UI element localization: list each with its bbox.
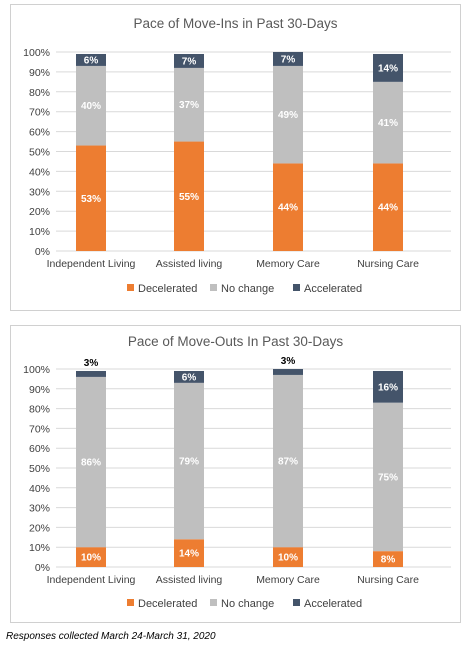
y-tick-label: 10% xyxy=(29,542,50,554)
data-label: 10% xyxy=(81,553,101,564)
x-category-label: Memory Care xyxy=(256,258,320,270)
data-label: 87% xyxy=(278,457,298,468)
bar-decelerated xyxy=(76,145,106,251)
bar-accelerated xyxy=(174,370,204,383)
bar-accelerated xyxy=(373,53,403,82)
legend-label: No change xyxy=(221,283,274,295)
data-label: 79% xyxy=(179,457,199,468)
legend-swatch xyxy=(127,599,134,606)
x-category-label: Nursing Care xyxy=(357,258,419,270)
y-tick-label: 50% xyxy=(29,147,50,159)
y-tick-label: 90% xyxy=(29,67,50,79)
y-tick-label: 90% xyxy=(29,384,50,396)
data-label: 3% xyxy=(84,358,99,369)
data-label: 8% xyxy=(381,555,396,566)
legend-label: Accelerated xyxy=(304,283,362,295)
bar-no-change xyxy=(174,67,204,142)
data-label: 7% xyxy=(182,56,197,67)
y-tick-label: 80% xyxy=(29,87,50,99)
data-label: 41% xyxy=(378,118,398,129)
data-label: 40% xyxy=(81,101,101,112)
data-label: 10% xyxy=(278,553,298,564)
bar-accelerated xyxy=(174,53,204,68)
bar-accelerated xyxy=(76,370,106,377)
x-category-label: Memory Care xyxy=(256,574,320,586)
y-tick-label: 70% xyxy=(29,107,50,119)
data-label: 49% xyxy=(278,110,298,121)
bar-decelerated xyxy=(373,551,403,567)
data-label: 44% xyxy=(378,203,398,214)
y-tick-label: 40% xyxy=(29,483,50,495)
y-tick-label: 30% xyxy=(29,186,50,198)
data-label: 6% xyxy=(84,55,99,66)
bar-accelerated xyxy=(273,369,303,375)
y-tick-label: 40% xyxy=(29,166,50,178)
legend-label: Decelerated xyxy=(138,283,197,295)
bar-no-change xyxy=(373,402,403,552)
bar-no-change xyxy=(373,81,403,164)
move-outs-chart: Pace of Move-Outs In Past 30-Days 0% 10% 20… xyxy=(23,334,451,610)
data-label: 14% xyxy=(179,549,199,560)
legend-swatch xyxy=(293,599,300,606)
legend-swatch xyxy=(210,284,217,291)
data-label: 53% xyxy=(81,194,101,205)
legend-label: Accelerated xyxy=(304,598,362,610)
legend-label: Decelerated xyxy=(138,598,197,610)
bar-no-change xyxy=(273,374,303,548)
y-tick-label: 60% xyxy=(29,127,50,139)
chart-title: Pace of Move-Outs In Past 30-Days xyxy=(128,334,344,349)
x-category-label: Independent Living xyxy=(47,258,136,270)
legend-swatch xyxy=(127,284,134,291)
data-label: 6% xyxy=(182,372,197,383)
bar-accelerated xyxy=(373,370,403,403)
move-ins-chart: Pace of Move-Ins in Past 30-Days 0% 10% 20%… xyxy=(23,16,451,295)
data-label: 44% xyxy=(278,203,298,214)
bar-no-change xyxy=(76,376,106,548)
x-category-label: Independent Living xyxy=(47,574,136,586)
y-tick-label: 20% xyxy=(29,522,50,534)
bar-decelerated xyxy=(373,163,403,251)
x-category-label: Assisted living xyxy=(156,574,223,586)
x-category-label: Nursing Care xyxy=(357,574,419,586)
y-tick-label: 0% xyxy=(35,246,50,258)
data-label: 3% xyxy=(281,356,296,367)
data-label: 16% xyxy=(378,382,398,393)
bar-decelerated xyxy=(174,141,204,251)
data-label: 86% xyxy=(81,458,101,469)
footnote: Responses collected March 24-March 31, 2… xyxy=(6,631,216,642)
data-label: 14% xyxy=(378,63,398,74)
data-label: 37% xyxy=(179,100,199,111)
bar-no-change xyxy=(174,382,204,540)
y-tick-label: 100% xyxy=(23,47,50,59)
data-label: 75% xyxy=(378,472,398,483)
x-category-label: Assisted living xyxy=(156,258,223,270)
chart-title: Pace of Move-Ins in Past 30-Days xyxy=(133,16,337,31)
legend-label: No change xyxy=(221,598,274,610)
y-tick-label: 20% xyxy=(29,206,50,218)
y-tick-label: 10% xyxy=(29,226,50,238)
move-outs-chart-panel: Pace of Move-Outs In Past 30-Days 0% 10% 20… xyxy=(10,325,461,623)
y-tick-label: 60% xyxy=(29,443,50,455)
bar-decelerated xyxy=(273,163,303,251)
y-tick-label: 100% xyxy=(23,364,50,376)
move-ins-chart-panel: Pace of Move-Ins in Past 30-Days 0% 10% 20%… xyxy=(10,4,461,311)
legend-swatch xyxy=(210,599,217,606)
y-tick-label: 80% xyxy=(29,404,50,416)
bar-decelerated xyxy=(76,547,106,567)
bar-no-change xyxy=(273,65,303,164)
data-label: 7% xyxy=(281,54,296,65)
bar-decelerated xyxy=(174,539,204,567)
legend-swatch xyxy=(293,284,300,291)
bar-accelerated xyxy=(76,53,106,66)
y-tick-label: 70% xyxy=(29,423,50,435)
bar-decelerated xyxy=(273,547,303,567)
data-label: 55% xyxy=(179,192,199,203)
y-tick-label: 50% xyxy=(29,463,50,475)
y-tick-label: 30% xyxy=(29,503,50,515)
y-tick-label: 0% xyxy=(35,562,50,574)
bar-accelerated xyxy=(273,52,303,66)
bar-no-change xyxy=(76,65,106,146)
